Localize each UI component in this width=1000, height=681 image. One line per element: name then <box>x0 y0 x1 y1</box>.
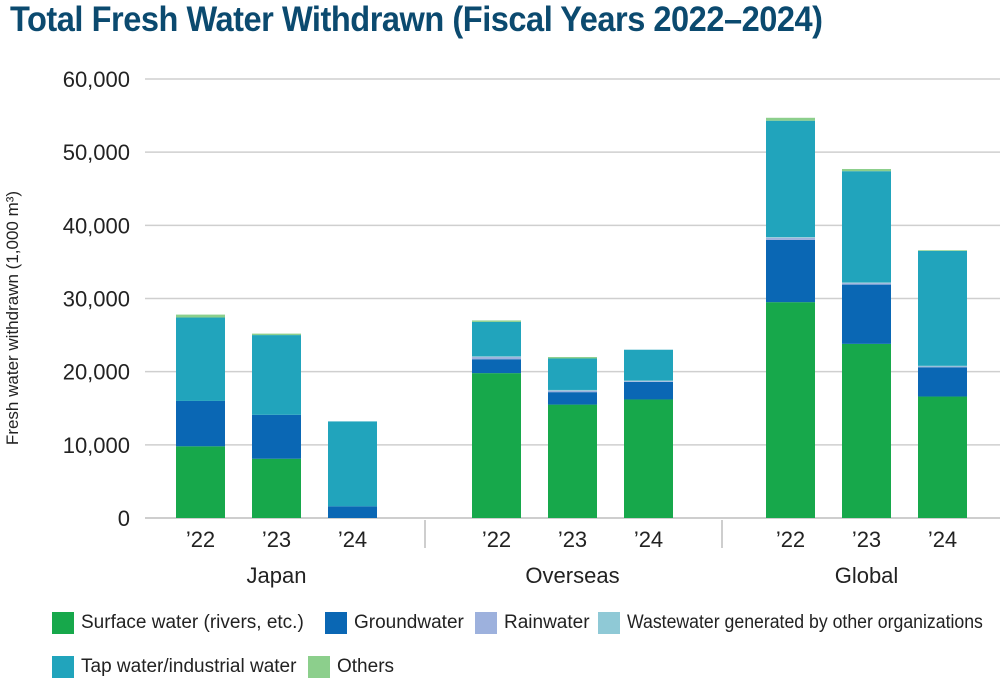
x-tick-label: ’23 <box>262 527 291 552</box>
x-tick-label: ’22 <box>482 527 511 552</box>
legend-label: Tap water/industrial water <box>81 656 297 677</box>
legend-label: Surface water (rivers, etc.) <box>81 612 304 633</box>
legend-label: Groundwater <box>354 612 464 633</box>
bar-segment <box>472 359 521 374</box>
bar-segment <box>472 357 521 360</box>
bar-segment <box>766 120 815 238</box>
bar-segment <box>548 392 597 405</box>
legend-swatch <box>52 612 74 634</box>
legend-swatch <box>325 612 347 634</box>
legend-item: Surface water (rivers, etc.) <box>52 612 304 634</box>
legend-swatch <box>475 612 497 634</box>
bar-segment <box>548 389 597 391</box>
legend-swatch <box>598 612 620 634</box>
bar-segment <box>472 356 521 358</box>
legend-item: Tap water/industrial water <box>52 656 296 678</box>
group-labels: Japan Overseas Global <box>247 563 899 588</box>
x-tick-labels: ’22 ’23 ’24 ’22 ’23 ’24 ’22 ’23 ’24 <box>186 527 957 552</box>
x-tick-label: ’22 <box>776 527 805 552</box>
bar-segment <box>252 335 301 415</box>
y-tick-label: 0 <box>118 506 130 531</box>
x-tick-label: ’24 <box>928 527 957 552</box>
legend-label: Others <box>337 656 395 677</box>
x-tick-label: ’23 <box>852 527 881 552</box>
bar-segment <box>176 314 225 318</box>
y-axis-label: Fresh water withdrawn (1,000 m³) <box>3 191 22 445</box>
y-tick-label: 30,000 <box>63 287 130 312</box>
x-tick-label: ’23 <box>558 527 587 552</box>
bar-segment <box>624 349 673 381</box>
bar-segment <box>918 367 967 397</box>
x-tick-label: ’22 <box>186 527 215 552</box>
y-tick-label: 40,000 <box>63 213 130 238</box>
y-tick-label: 50,000 <box>63 140 130 165</box>
bar-segment <box>842 284 891 344</box>
bar-segment <box>842 171 891 283</box>
legend-item: Groundwater <box>325 612 464 634</box>
legend-swatch <box>308 656 330 678</box>
legend-item: Rainwater <box>475 612 590 634</box>
bar-segment <box>766 239 815 303</box>
legend-item: Wastewater generated by other organizati… <box>598 612 1000 634</box>
group-label: Global <box>835 563 899 588</box>
bar-segment <box>252 333 301 336</box>
bar-segment <box>918 396 967 518</box>
bar-segment <box>548 404 597 518</box>
bar-segment <box>842 282 891 284</box>
bar-segment <box>918 366 967 368</box>
bar-segment <box>548 358 597 390</box>
bar-segment <box>328 506 377 518</box>
bar-segment <box>252 458 301 518</box>
group-separators <box>424 520 723 548</box>
group-label: Japan <box>247 563 307 588</box>
bars <box>176 117 967 518</box>
bar-segment <box>842 168 891 172</box>
legend-label: Rainwater <box>504 612 590 633</box>
bar-segment <box>624 399 673 518</box>
bar-segment <box>842 343 891 518</box>
bar-segment <box>918 250 967 366</box>
x-tick-label: ’24 <box>634 527 663 552</box>
bar-segment <box>328 421 377 507</box>
bar-segment <box>918 365 967 367</box>
bar-segment <box>176 400 225 447</box>
legend-label: Wastewater generated by other organizati… <box>627 612 983 633</box>
bar-segment <box>624 381 673 400</box>
bar-segment <box>624 381 673 382</box>
bar-segment <box>918 250 967 251</box>
bar-segment <box>766 237 815 240</box>
y-tick-label: 20,000 <box>63 360 130 385</box>
group-label: Overseas <box>525 563 619 588</box>
bar-segment <box>472 320 521 322</box>
x-tick-label: ’24 <box>338 527 367 552</box>
bar-segment <box>766 237 815 238</box>
bar-segment <box>766 117 815 121</box>
bar-segment <box>842 283 891 285</box>
legend-swatch <box>52 656 74 678</box>
bar-segment <box>472 373 521 518</box>
bar-segment <box>624 380 673 382</box>
bar-segment <box>252 414 301 459</box>
bar-segment <box>548 357 597 359</box>
bar-segment <box>548 390 597 393</box>
bar-segment <box>472 321 521 357</box>
y-tick-label: 10,000 <box>63 433 130 458</box>
bar-segment <box>766 302 815 518</box>
y-tick-label: 60,000 <box>63 67 130 92</box>
bar-segment <box>176 317 225 401</box>
bar-segment <box>176 446 225 518</box>
chart-title: Total Fresh Water Withdrawn (Fiscal Year… <box>10 0 823 39</box>
y-tick-labels: 0 10,000 20,000 30,000 40,000 50,000 60,000 <box>63 67 130 531</box>
legend-item: Others <box>308 656 394 678</box>
